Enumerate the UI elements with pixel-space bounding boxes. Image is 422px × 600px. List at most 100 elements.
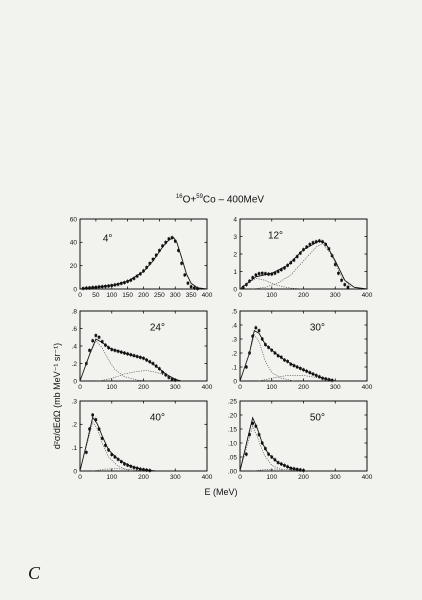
data-point <box>110 453 114 456</box>
component-curve <box>239 278 304 290</box>
data-point <box>279 268 283 272</box>
y-tick-label: 0 <box>73 468 77 475</box>
component-curve <box>98 370 176 382</box>
x-tick-label: 100 <box>266 292 277 299</box>
x-tick-label: 0 <box>238 384 242 391</box>
x-tick-label: 400 <box>362 474 373 481</box>
x-tick-label: 200 <box>298 474 309 481</box>
data-point <box>85 451 88 454</box>
data-point <box>113 455 117 459</box>
x-tick-label: 100 <box>106 384 117 391</box>
data-point <box>260 271 264 275</box>
y-tick-label: .15 <box>228 426 237 433</box>
data-point <box>251 276 254 279</box>
x-tick-label: 0 <box>78 384 82 391</box>
data-point <box>100 340 104 343</box>
data-point <box>97 335 101 339</box>
panel-frame <box>79 218 208 290</box>
y-tick-label: .2 <box>72 361 78 368</box>
data-point <box>251 422 254 425</box>
title-target-energy: Co – 400MeV <box>202 194 265 206</box>
y-tick-label: 2 <box>233 251 237 258</box>
panel-angle-label: 4° <box>103 233 113 244</box>
fit-curve <box>239 240 368 290</box>
y-tick-label: .1 <box>72 445 78 452</box>
component-curve <box>79 421 131 472</box>
x-tick-label: 200 <box>138 292 149 299</box>
data-point <box>119 460 123 463</box>
data-point <box>245 365 248 369</box>
y-tick-label: .6 <box>72 326 78 333</box>
y-tick-label: 0 <box>73 378 77 385</box>
y-tick-label: .4 <box>232 322 238 329</box>
component-curve <box>259 375 336 382</box>
x-tick-label: 200 <box>298 384 309 391</box>
data-point <box>91 413 94 417</box>
y-tick-label: 3 <box>233 234 237 241</box>
panel-angle-label: 12° <box>268 231 283 242</box>
data-point <box>193 286 196 290</box>
data-point <box>311 241 315 244</box>
y-tick-label: .2 <box>232 350 238 357</box>
y-tick-label: 4 <box>233 216 237 223</box>
y-tick-label: 60 <box>70 216 78 223</box>
data-point <box>161 370 164 374</box>
data-point <box>148 262 152 265</box>
y-tick-label: .8 <box>72 308 78 315</box>
panel-frame <box>79 400 208 472</box>
y-tick-label: .2 <box>72 422 78 429</box>
data-point <box>100 437 104 440</box>
data-point <box>196 287 199 290</box>
title-mass-number-projectile: 16 <box>175 194 183 200</box>
data-point <box>295 255 299 258</box>
x-tick-label: 400 <box>202 292 213 299</box>
fit-curve <box>79 416 157 472</box>
page-title: 16O+59Co – 400MeV <box>150 194 290 205</box>
data-point <box>183 273 187 277</box>
data-point <box>273 271 277 275</box>
data-point <box>257 272 261 275</box>
data-point <box>132 277 136 280</box>
x-tick-label: 0 <box>238 292 242 299</box>
data-point <box>257 329 261 332</box>
fit-curve <box>239 416 304 472</box>
data-point <box>186 281 190 285</box>
y-tick-label: 1 <box>233 269 237 276</box>
data-point <box>308 243 312 246</box>
data-point <box>254 326 258 330</box>
data-point <box>248 433 251 436</box>
y-tick-label: .10 <box>228 440 237 447</box>
y-tick-label: 0 <box>233 286 237 293</box>
x-tick-label: 200 <box>138 474 149 481</box>
y-tick-label: 20 <box>70 263 78 270</box>
data-point <box>116 283 120 286</box>
y-tick-label: .05 <box>228 454 237 461</box>
y-tick-label: 0 <box>73 286 77 293</box>
x-tick-label: 300 <box>330 474 341 481</box>
x-tick-label: 300 <box>170 384 181 391</box>
data-point <box>241 285 245 289</box>
data-point <box>276 270 280 273</box>
data-point <box>107 346 110 350</box>
data-point <box>123 462 126 466</box>
x-tick-label: 400 <box>362 292 373 299</box>
data-point <box>161 244 164 248</box>
x-tick-label: 400 <box>362 384 373 391</box>
data-point <box>276 354 280 358</box>
y-tick-label: .4 <box>72 343 78 350</box>
y-tick-label: .3 <box>232 336 238 343</box>
x-tick-label: 0 <box>78 474 82 481</box>
y-tick-label: .5 <box>232 308 238 315</box>
component-curve <box>252 243 352 290</box>
x-tick-label: 150 <box>122 292 133 299</box>
x-tick-label: 100 <box>106 292 117 299</box>
data-point <box>167 237 171 241</box>
data-point <box>129 278 133 282</box>
x-tick-label: 250 <box>154 292 165 299</box>
x-tick-label: 300 <box>330 384 341 391</box>
data-point <box>88 349 91 352</box>
data-point <box>245 452 248 456</box>
data-point <box>170 377 174 381</box>
data-point <box>292 258 296 262</box>
y-tick-label: .00 <box>228 468 237 475</box>
